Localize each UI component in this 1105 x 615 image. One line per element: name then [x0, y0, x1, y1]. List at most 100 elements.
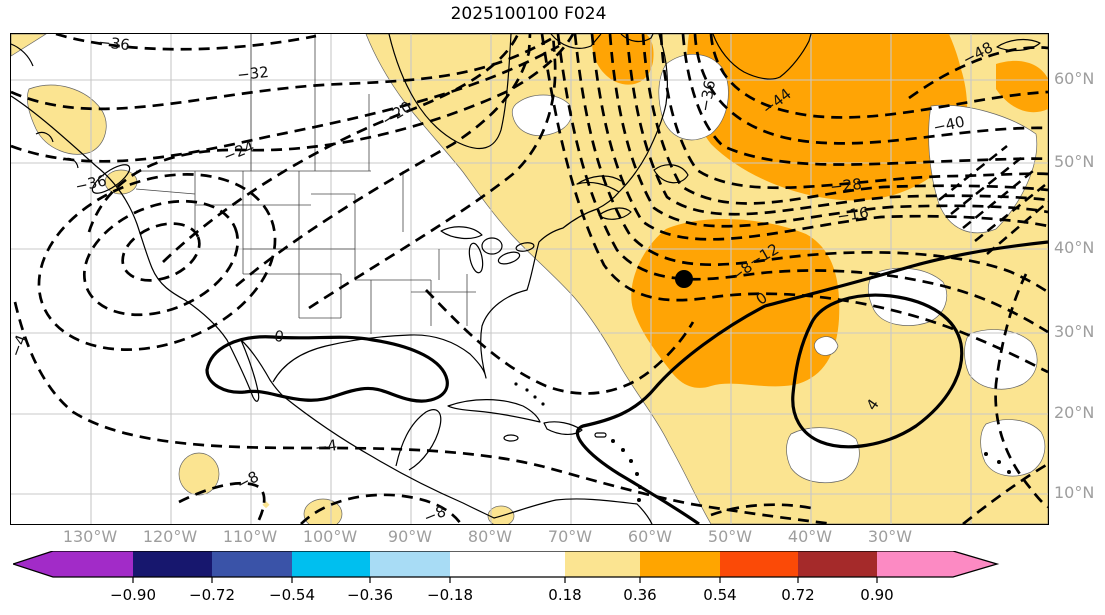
contour-e24 [625, 34, 1048, 216]
contour-low-mid [82, 199, 240, 317]
coast-nova-scotia [598, 207, 632, 220]
coast-greenland [712, 34, 812, 80]
shade-hole-quebec [511, 94, 573, 136]
contour-e44 [709, 34, 1048, 119]
contour-e32 [659, 34, 1048, 190]
contour-label: −4 [11, 332, 31, 359]
y-tick-label: 10°N [1054, 483, 1095, 502]
contour-low-outer [37, 173, 277, 351]
y-tick-label: 30°N [1054, 322, 1095, 341]
coast-cuba [447, 399, 541, 423]
x-tick-label: 30°W [867, 527, 913, 546]
shade-hole-rightmid [964, 329, 1038, 390]
contour-label: −36 [696, 79, 719, 113]
x-tick-label: 50°W [707, 527, 753, 546]
colorbar-segment [292, 551, 370, 577]
coast-yucatan [395, 409, 442, 471]
marker-dot [675, 270, 693, 288]
contour-label: −8 [421, 502, 448, 524]
colorbar-segment [370, 551, 450, 577]
contour-label: −8 [234, 467, 262, 493]
shade-strong-topright [996, 60, 1048, 113]
colorbar-outline [10, 550, 1000, 578]
shade-weak-bc-coast [27, 84, 107, 155]
contour-t8b [300, 493, 463, 524]
coast-hispaniola [543, 421, 583, 435]
colorbar-segment [212, 551, 292, 577]
contour-e48 [908, 46, 1048, 100]
x-tick-label: 60°W [627, 527, 673, 546]
shade-hole-wedge [928, 104, 1038, 234]
contour-label: −32 [236, 63, 269, 84]
x-tick-label: 120°W [142, 527, 198, 546]
contour-zero-west-loop [205, 335, 449, 403]
colorbar-tick-label: 0.36 [623, 586, 656, 604]
shade-hole-bottom [786, 427, 860, 483]
coast-baffin [550, 34, 654, 49]
x-tick-label: 90°W [387, 527, 433, 546]
contours-solid [205, 240, 1048, 524]
x-tick-label: 100°W [302, 527, 358, 546]
shading-layer [11, 34, 1048, 524]
contour-t8c [710, 503, 812, 517]
lake-erie [497, 251, 521, 265]
contour-w36 [55, 34, 317, 51]
colorbar-segment [53, 551, 133, 577]
colorbar-canvas: −0.90 −0.72 −0.54 −0.36 −0.18 0.18 0.36 0.54 0.7… [10, 550, 1000, 604]
contour-e36 [681, 34, 1048, 166]
map-canvas: −36−32−24−20−36−36 −44−48−40−28−16−12−804… [11, 34, 1048, 524]
lake-michigan [468, 242, 484, 274]
state-borders [135, 34, 476, 334]
page-title: 2025100100 F024 [450, 4, 607, 24]
x-tick-label: 110°W [222, 527, 278, 546]
x-tick-label: 40°W [787, 527, 833, 546]
colorbar-tick-label: −0.54 [269, 586, 315, 604]
shade-weak-speck [262, 501, 270, 509]
contour-label: 0 [273, 327, 285, 346]
shade-strong-topcenter [592, 34, 654, 85]
lake-huron [481, 237, 503, 255]
y-tick-label: 50°N [1054, 152, 1095, 171]
map-panel: −36 −32 −24 −20 −36 −36 −44 −48 −40 −28 −16 −12 −8 0 4… [10, 33, 1049, 525]
coast-newfoundland [653, 164, 689, 184]
coast-quebec [618, 34, 668, 193]
colorbar-tick-label: −0.90 [110, 586, 156, 604]
contour-label: −4 [314, 436, 338, 457]
contour-e8 [556, 34, 1048, 334]
contour-label: −28 [829, 175, 862, 196]
contour-low-inner [121, 222, 201, 282]
contour-e20 [608, 34, 1048, 228]
coast-puertorico [594, 432, 607, 438]
contour-t4 [13, 301, 834, 524]
y-tick-label: 40°N [1054, 238, 1095, 257]
coast-vancouver-island [91, 164, 131, 194]
contour-t8a [178, 481, 266, 524]
colorbar-tick-label: −0.36 [347, 586, 393, 604]
shade-hole-rightbottom [980, 419, 1046, 477]
y-tick-label: 60°N [1054, 69, 1095, 88]
contour-w20 [162, 34, 520, 263]
contour-e28 [641, 34, 1048, 205]
x-tick-label: 70°W [547, 527, 593, 546]
contour-four-loop [791, 293, 964, 449]
contour-e12 [573, 34, 1048, 294]
contour-label: −16 [836, 203, 870, 225]
colorbar-segment [133, 551, 212, 577]
colorbar-segment [640, 551, 720, 577]
colorbar-tick-label: 0.72 [781, 586, 814, 604]
colorbar-segment [450, 551, 565, 577]
contour-w16 [235, 34, 532, 288]
contour-se-corner [962, 462, 1048, 524]
y-tick-label: 20°N [1054, 403, 1095, 422]
colorbar-extend-right-arrow [953, 551, 997, 577]
colorbar-segment [877, 551, 953, 577]
colorbar-tick-label: 0.54 [703, 586, 736, 604]
colorbar-tick-label: 0.90 [860, 586, 893, 604]
contour-zero-east [575, 240, 1048, 524]
coast-jamaica [503, 434, 519, 442]
contours-dashed [11, 34, 1048, 524]
contour-e16 [590, 34, 1048, 241]
coast-great-lakes [440, 226, 483, 240]
shade-weak-trop3 [487, 505, 515, 524]
